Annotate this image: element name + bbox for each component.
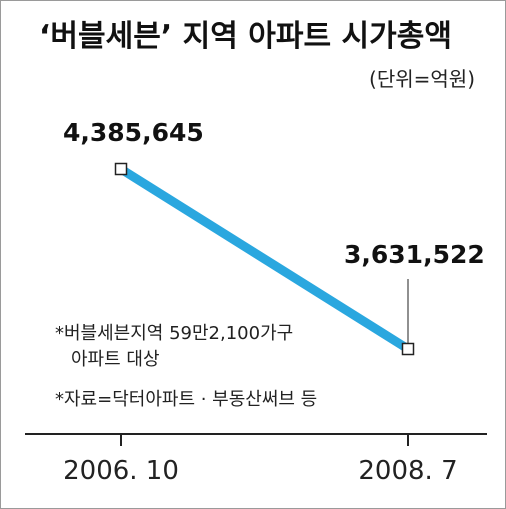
data-label-1: 3,631,522 — [344, 240, 485, 269]
x-tick-label-0: 2006. 10 — [63, 456, 179, 486]
x-tick-label-1: 2008. 7 — [358, 456, 457, 486]
x-ticks — [120, 434, 409, 446]
chart-title: ‘버블세븐’ 지역 아파트 시가총액 — [39, 19, 452, 54]
series-line — [118, 165, 411, 353]
data-point-1 — [401, 342, 415, 356]
data-point-0 — [114, 162, 128, 176]
data-labels: 4,385,645 3,631,522 — [63, 118, 485, 269]
x-tick-labels: 2006. 10 2008. 7 — [63, 456, 458, 486]
unit-label: (단위=억원) — [369, 67, 475, 91]
series-segment — [118, 165, 411, 353]
note-apartments: 아파트 대상 — [71, 349, 160, 370]
data-points — [114, 162, 415, 356]
note-source: *자료=닥터아파트 · 부동산써브 등 — [55, 389, 318, 410]
data-label-0: 4,385,645 — [63, 118, 204, 147]
note-households: *버블세븐지역 59만2,100가구 — [55, 323, 294, 344]
